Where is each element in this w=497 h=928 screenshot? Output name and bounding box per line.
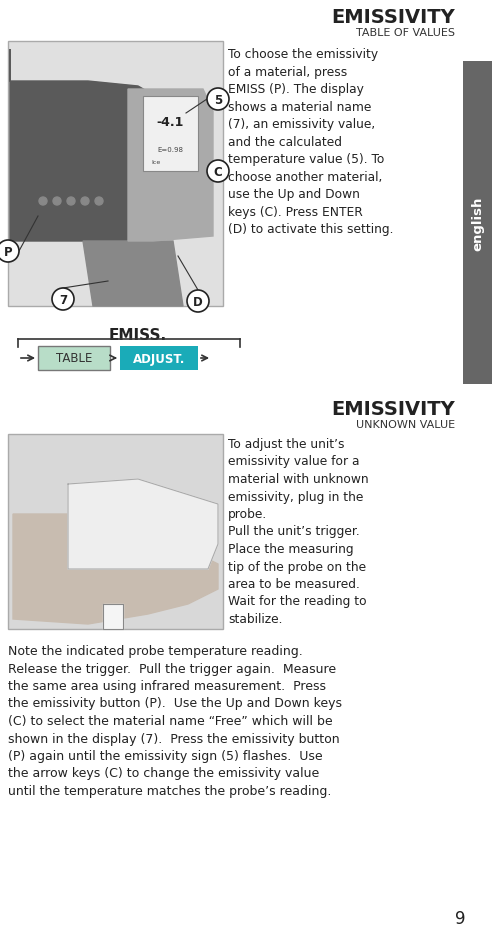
- Circle shape: [39, 198, 47, 206]
- Circle shape: [95, 198, 103, 206]
- Text: TABLE: TABLE: [56, 352, 92, 365]
- Text: P: P: [3, 245, 12, 258]
- Text: 9: 9: [455, 909, 465, 927]
- Circle shape: [81, 198, 89, 206]
- Text: -4.1: -4.1: [157, 115, 184, 128]
- Bar: [38, 347, 110, 370]
- Bar: [463, 62, 492, 384]
- Circle shape: [187, 290, 209, 313]
- Text: 5: 5: [214, 94, 222, 107]
- Polygon shape: [83, 241, 183, 306]
- Circle shape: [0, 240, 19, 263]
- Bar: [120, 347, 198, 370]
- Text: E=0.98: E=0.98: [157, 147, 183, 153]
- Bar: [8, 42, 223, 306]
- Bar: [143, 97, 198, 172]
- Text: 7: 7: [59, 293, 67, 306]
- Text: UNKNOWN VALUE: UNKNOWN VALUE: [356, 419, 455, 430]
- Text: Ice: Ice: [152, 160, 161, 164]
- Text: C: C: [214, 165, 222, 178]
- Circle shape: [52, 289, 74, 311]
- Bar: [8, 434, 223, 629]
- Text: EMISSIVITY: EMISSIVITY: [331, 400, 455, 419]
- Text: To adjust the unit’s
emissivity value for a
material with unknown
emissivity, pl: To adjust the unit’s emissivity value fo…: [228, 437, 369, 625]
- Text: Note the indicated probe temperature reading.
Release the trigger.  Pull the tri: Note the indicated probe temperature rea…: [8, 644, 342, 797]
- Circle shape: [53, 198, 61, 206]
- Text: EMISS.: EMISS.: [109, 328, 167, 342]
- Text: D: D: [193, 295, 203, 308]
- Text: To choose the emissivity
of a material, press
EMISS (P). The display
shows a mat: To choose the emissivity of a material, …: [228, 48, 394, 236]
- Text: EMISSIVITY: EMISSIVITY: [331, 8, 455, 27]
- Text: TABLE OF VALUES: TABLE OF VALUES: [356, 28, 455, 38]
- Circle shape: [67, 198, 75, 206]
- Polygon shape: [13, 514, 218, 625]
- Circle shape: [207, 161, 229, 183]
- Text: ADJUST.: ADJUST.: [133, 352, 185, 365]
- Circle shape: [207, 89, 229, 110]
- Text: english: english: [471, 196, 484, 251]
- Polygon shape: [68, 480, 218, 570]
- Polygon shape: [128, 90, 213, 241]
- Polygon shape: [103, 604, 123, 629]
- Polygon shape: [10, 50, 188, 241]
